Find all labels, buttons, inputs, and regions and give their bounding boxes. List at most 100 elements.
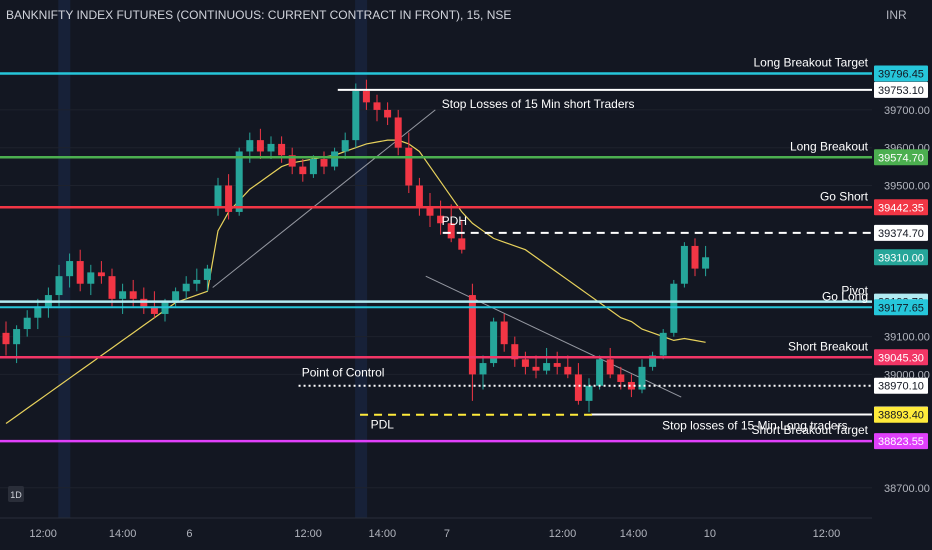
- candle-body: [362, 91, 370, 103]
- candle-body: [182, 283, 190, 292]
- price-tag-box: [874, 81, 928, 98]
- candle-body: [521, 359, 529, 367]
- annotation-label: Point of Control: [302, 366, 385, 380]
- candle-body: [447, 223, 455, 239]
- candle-body: [320, 159, 328, 167]
- candle-body: [680, 245, 688, 284]
- candle-body: [415, 185, 423, 209]
- time-tick-label: 14:00: [109, 528, 137, 540]
- candle-body: [691, 245, 699, 269]
- candle-body: [309, 159, 317, 175]
- time-tick-label: 6: [186, 528, 192, 540]
- annotations: Stop Losses of 15 Min short Traders PDH Po…: [302, 97, 848, 433]
- annotation-label: PDL: [371, 417, 395, 431]
- candle-body: [702, 257, 710, 269]
- candle-body: [76, 261, 84, 284]
- price-tag-box: [874, 149, 928, 166]
- candle-body: [468, 295, 476, 375]
- price-tag-label: 38970.10: [878, 381, 924, 393]
- price-tag-label: 39177.65: [878, 302, 924, 314]
- interval-badge[interactable]: 1D: [8, 486, 24, 502]
- price-tag-label: 39442.35: [878, 202, 924, 214]
- interval-badge-box: [8, 486, 24, 502]
- candle-body: [500, 321, 508, 345]
- candle-body: [55, 276, 63, 296]
- candle-body: [246, 140, 254, 152]
- candle-body: [214, 185, 222, 209]
- time-tick-label: 14:00: [369, 528, 397, 540]
- time-tick-label: 10: [704, 528, 716, 540]
- candle-body: [627, 381, 635, 390]
- price-level-label: Short Breakout: [788, 339, 869, 353]
- session-break-band: [58, 0, 71, 518]
- candle-body: [23, 317, 31, 330]
- price-tag-box: [874, 406, 928, 423]
- candle-body: [119, 291, 127, 299]
- candle-body: [2, 332, 10, 345]
- time-tick-label: 7: [444, 528, 450, 540]
- price-level-label: Pivot: [841, 284, 868, 298]
- candle-body: [108, 276, 116, 299]
- price-level-label: Go Long: [822, 289, 868, 303]
- time-tick-label: 12:00: [29, 528, 57, 540]
- candlesticks: [2, 79, 710, 413]
- candle-body: [288, 155, 296, 167]
- candle-body: [13, 329, 21, 345]
- candle-body: [150, 306, 158, 314]
- candle-body: [574, 374, 582, 401]
- candle-body: [34, 306, 42, 318]
- candle-body: [596, 359, 604, 386]
- price-levels[interactable]: Long Breakout Target Long Breakout Go Shor…: [0, 55, 872, 443]
- candle-body: [97, 272, 105, 277]
- candle-body: [172, 291, 180, 303]
- candle-body: [256, 140, 264, 152]
- chart-header: BANKNIFTY INDEX FUTURES (CONTINUOUS: CUR…: [6, 8, 907, 22]
- price-tags: 39796.45 39753.10 39574.70 39442.35 39374.70…: [874, 65, 928, 450]
- candle-body: [267, 143, 275, 152]
- candle-body: [649, 355, 657, 367]
- price-level-label: Long Breakout Target: [753, 55, 868, 69]
- candle-body: [299, 166, 307, 175]
- candle-body: [606, 359, 614, 375]
- time-axis-background: [0, 518, 932, 550]
- candle-body: [373, 102, 381, 110]
- price-tag-box: [874, 249, 928, 266]
- grid-lines: [0, 109, 872, 489]
- candle-body: [585, 385, 593, 401]
- time-tick-label: 12:00: [294, 528, 322, 540]
- price-tag-label: 39374.70: [878, 228, 924, 240]
- price-level-label: Go Short: [820, 189, 869, 203]
- price-tag-box: [874, 349, 928, 366]
- candle-body: [235, 151, 243, 212]
- candle-body: [341, 140, 349, 152]
- annotation-label: Stop losses of 15 Min Long traders: [662, 418, 847, 432]
- candle-body: [553, 363, 561, 367]
- price-tag-box: [874, 199, 928, 216]
- candle-body: [511, 344, 519, 360]
- candle-body: [490, 321, 498, 364]
- time-tick-label: 14:00: [620, 528, 648, 540]
- price-level-label: Long Breakout: [790, 139, 869, 153]
- time-tick-label: 12:00: [813, 528, 841, 540]
- candle-body: [66, 261, 74, 277]
- candle-body: [161, 302, 169, 314]
- candle-body: [437, 215, 445, 224]
- time-axis[interactable]: 12:00 14:00 6 12:00 14:00 7 12:00 14:00 10 12:00: [0, 517, 932, 550]
- price-tag-box: [874, 65, 928, 82]
- price-tick-label: 39500.00: [884, 180, 930, 192]
- price-tick-label: 39100.00: [884, 332, 930, 344]
- candle-body: [394, 117, 402, 148]
- price-tag-box: [874, 224, 928, 241]
- price-tag-box: [874, 433, 928, 450]
- price-level-label: Short Breakout Target: [751, 423, 868, 437]
- candle-body: [638, 366, 646, 390]
- price-tag-label: 39045.30: [878, 352, 924, 364]
- price-tag-label: 39796.45: [878, 68, 924, 80]
- currency-label: INR: [886, 8, 907, 22]
- candle-body: [203, 268, 211, 280]
- price-tag-label: 38893.40: [878, 410, 924, 422]
- candle-body: [331, 151, 339, 167]
- price-tick-label: 38700.00: [884, 483, 930, 495]
